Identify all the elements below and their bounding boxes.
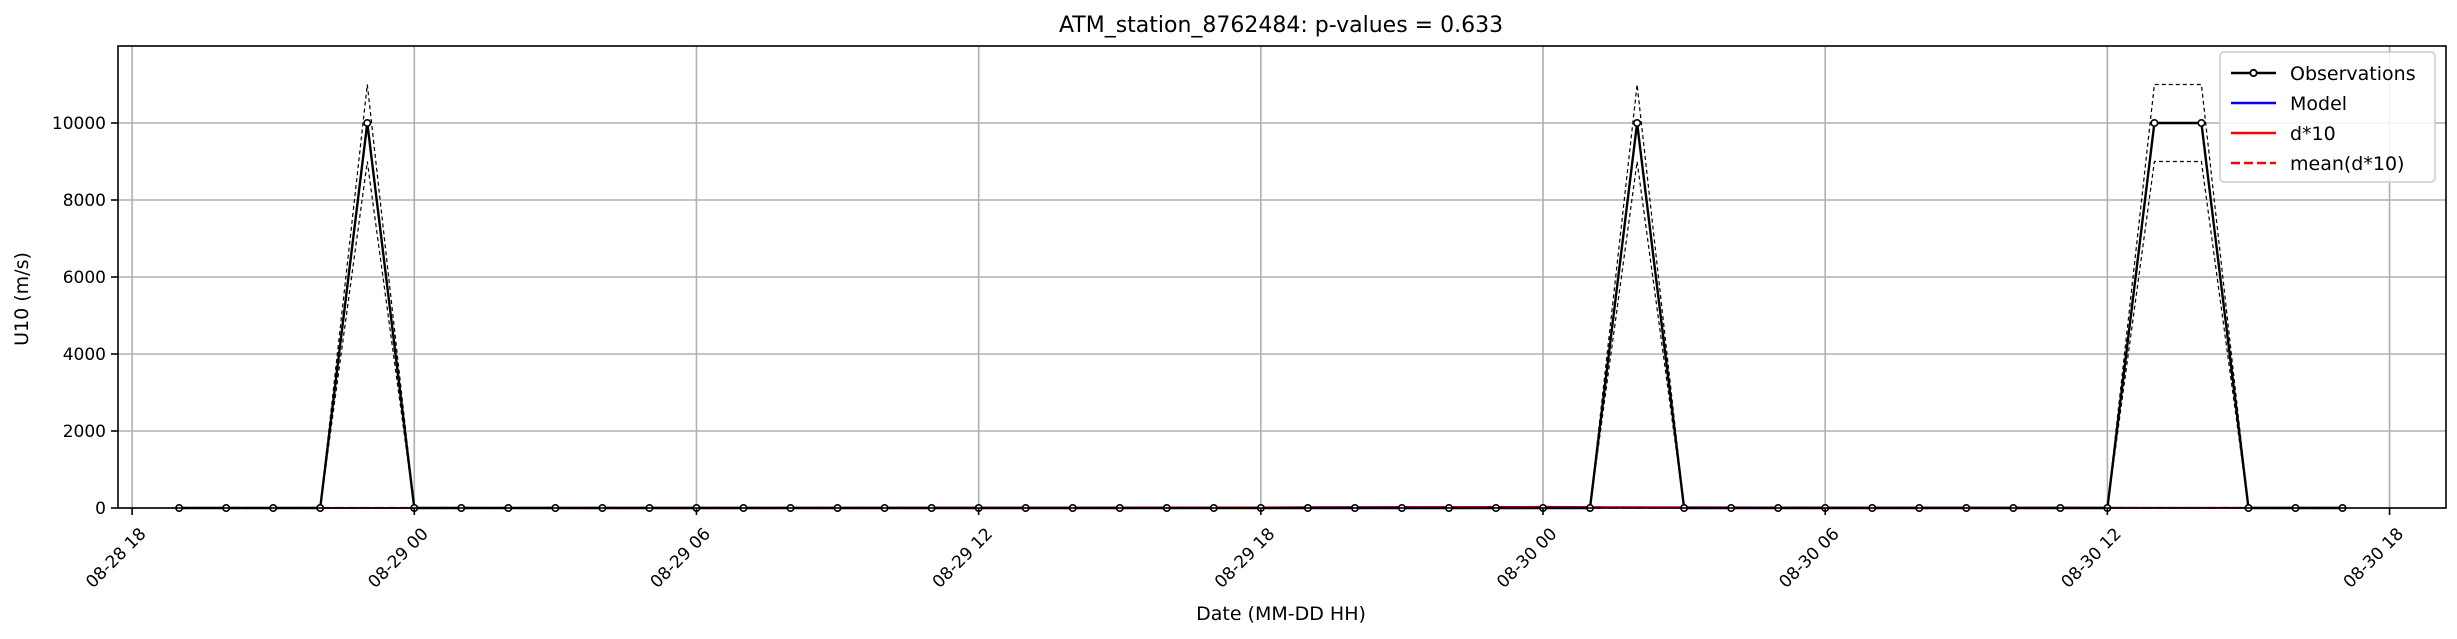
legend-frame: [2219, 51, 2436, 183]
grid-layer: [118, 46, 2446, 509]
legend-label-mean-d10: mean(d*10): [2290, 153, 2404, 175]
legend-label-model: Model: [2290, 93, 2347, 115]
y-tick-label: 4000: [63, 345, 106, 365]
x-tick-label: 08-29 12: [929, 524, 997, 592]
y-tick-label: 2000: [63, 422, 106, 442]
legend: Observations Model d*10 mean(d*10): [2219, 51, 2436, 183]
observation-point: [363, 119, 372, 128]
y-tick-label: 6000: [63, 268, 106, 288]
y-axis-label: U10 (m/s): [11, 252, 33, 346]
observation-point: [2197, 119, 2206, 128]
y-tick-label: 0: [95, 499, 106, 519]
x-tick-label: 08-30 06: [1775, 524, 1843, 592]
observation-point: [2150, 119, 2159, 128]
x-tick-label: 08-29 06: [647, 524, 715, 592]
x-tick-label: 08-30 00: [1493, 524, 1561, 592]
axes-layer: 08-28 18 08-29 00 08-29 06 08-29 12 08-29 18…: [52, 45, 2447, 592]
x-tick-label: 08-28 18: [82, 524, 150, 592]
chart-title: ATM_station_8762484: p-values = 0.633: [1059, 13, 1503, 38]
x-tick-label: 08-29 18: [1211, 524, 1279, 592]
plot-frame: [117, 45, 2447, 509]
x-tick-label: 08-30 12: [2058, 524, 2126, 592]
x-tick-label: 08-29 00: [364, 524, 432, 592]
x-axis-label: Date (MM-DD HH): [1196, 603, 1366, 625]
y-tick-label: 10000: [52, 114, 106, 134]
y-tick-label: 8000: [63, 191, 106, 211]
legend-label-d10: d*10: [2290, 123, 2336, 145]
legend-label-observations: Observations: [2290, 63, 2416, 85]
observation-point: [1633, 119, 1642, 128]
legend-marker-observations: [2249, 68, 2258, 78]
x-tick-label: 08-30 18: [2340, 524, 2408, 592]
